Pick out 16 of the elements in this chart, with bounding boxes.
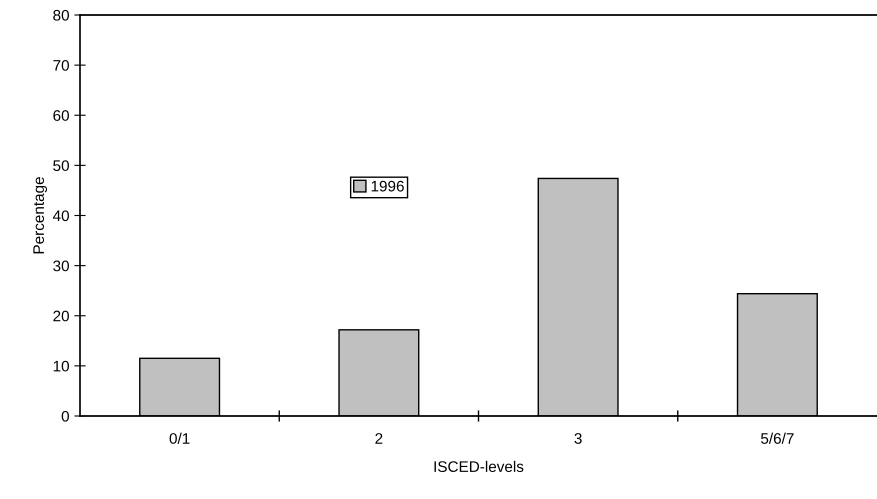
x-tick-label: 3	[574, 433, 582, 444]
x-tick-label: 5/6/7	[761, 432, 794, 444]
x-tick-label: 0/1	[170, 432, 190, 444]
x-tick-label: 2	[375, 433, 382, 444]
y-tick-label: 10	[54, 360, 69, 372]
y-tick-label: 50	[53, 160, 69, 172]
x-axis-title: ISCED-levels	[434, 460, 524, 472]
y-axis-title: Percentage	[33, 177, 48, 254]
y-tick-label: 20	[53, 310, 69, 322]
y-tick-label: 40	[52, 210, 69, 222]
y-tick-label: 60	[53, 110, 69, 121]
y-tick-label: 70	[53, 60, 69, 71]
y-tick-label: 30	[53, 260, 69, 272]
y-tick-label: 80	[53, 10, 69, 21]
y-tick-label: 0	[62, 410, 69, 422]
legend-label: 1996	[372, 180, 404, 192]
